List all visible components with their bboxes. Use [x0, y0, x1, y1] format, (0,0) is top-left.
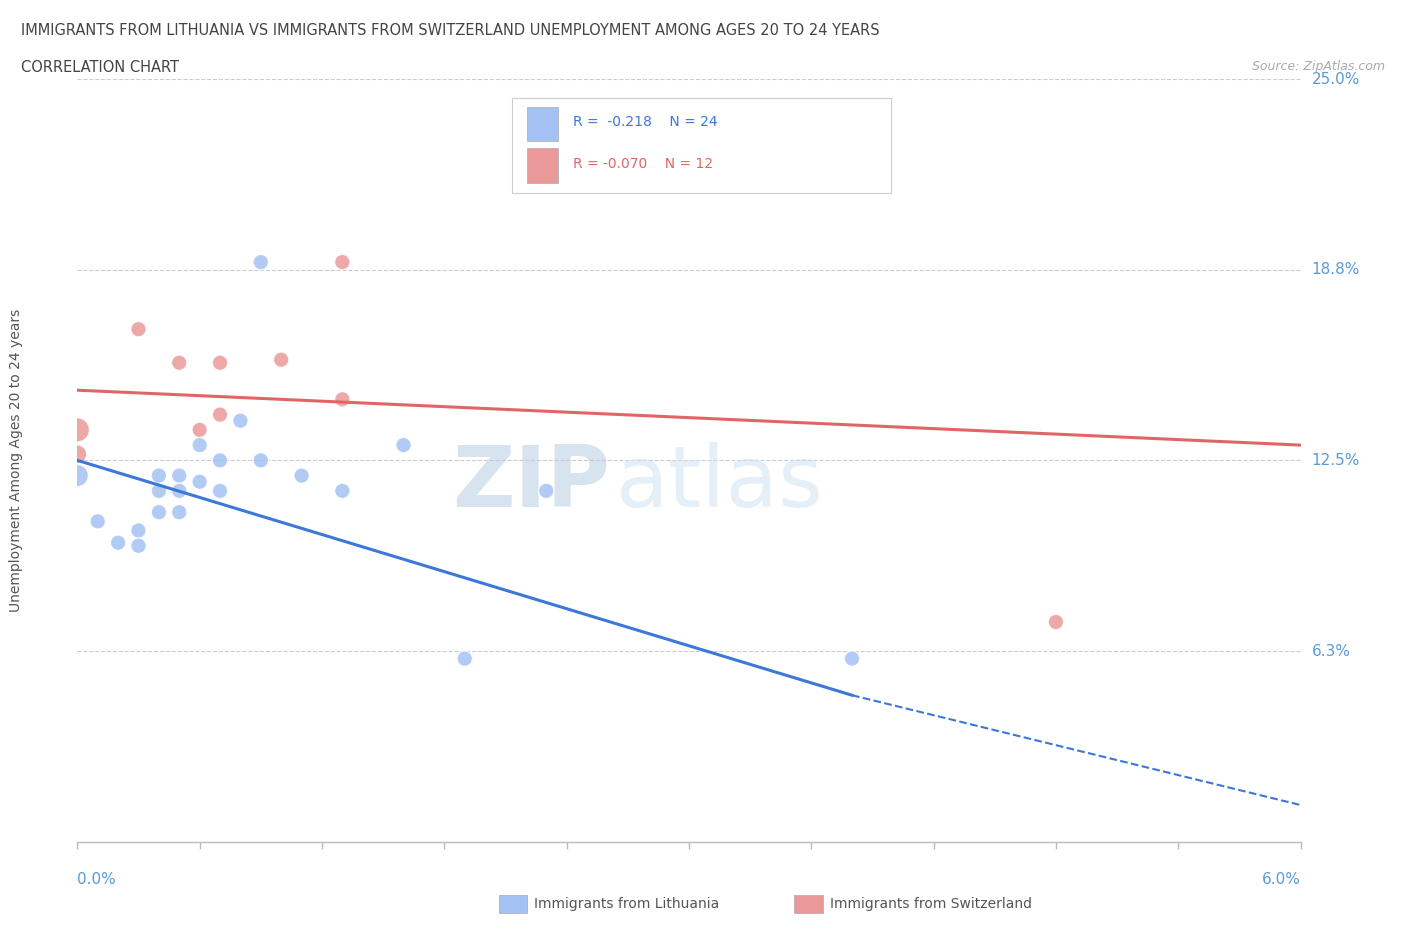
Point	[291, 468, 314, 483]
Point	[1045, 615, 1067, 630]
Point	[188, 438, 211, 453]
Point	[148, 484, 170, 498]
Text: IMMIGRANTS FROM LITHUANIA VS IMMIGRANTS FROM SWITZERLAND UNEMPLOYMENT AMONG AGES: IMMIGRANTS FROM LITHUANIA VS IMMIGRANTS …	[21, 23, 880, 38]
Point	[229, 413, 252, 428]
Point	[128, 538, 150, 553]
Text: Immigrants from Switzerland: Immigrants from Switzerland	[830, 897, 1032, 911]
Point	[107, 536, 129, 551]
FancyBboxPatch shape	[527, 148, 558, 182]
Point	[270, 352, 292, 367]
Point	[332, 484, 354, 498]
Point	[250, 255, 273, 270]
Point	[148, 468, 170, 483]
Point	[128, 322, 150, 337]
Text: 6.0%: 6.0%	[1261, 872, 1301, 887]
Text: 18.8%: 18.8%	[1312, 262, 1360, 277]
FancyBboxPatch shape	[512, 99, 891, 193]
Point	[209, 453, 232, 468]
Point	[536, 484, 558, 498]
Point	[66, 446, 89, 461]
Point	[128, 523, 150, 538]
Point	[148, 505, 170, 520]
Point	[188, 422, 211, 437]
Point	[169, 355, 191, 370]
Text: Unemployment Among Ages 20 to 24 years: Unemployment Among Ages 20 to 24 years	[10, 309, 22, 612]
Text: atlas: atlas	[616, 442, 824, 525]
FancyBboxPatch shape	[527, 107, 558, 141]
Text: ZIP: ZIP	[451, 442, 609, 525]
Text: CORRELATION CHART: CORRELATION CHART	[21, 60, 179, 75]
Point	[209, 407, 232, 422]
Text: Source: ZipAtlas.com: Source: ZipAtlas.com	[1251, 60, 1385, 73]
Point	[392, 438, 415, 453]
Point	[87, 514, 110, 529]
Point	[332, 392, 354, 406]
Text: R = -0.070    N = 12: R = -0.070 N = 12	[572, 157, 713, 171]
Text: Immigrants from Lithuania: Immigrants from Lithuania	[534, 897, 720, 911]
Text: 6.3%: 6.3%	[1312, 644, 1351, 658]
Point	[841, 651, 863, 666]
Point	[515, 139, 537, 153]
Point	[332, 255, 354, 270]
Text: R =  -0.218    N = 24: R = -0.218 N = 24	[572, 115, 717, 129]
Point	[66, 422, 89, 437]
Text: 25.0%: 25.0%	[1312, 72, 1360, 86]
Point	[209, 355, 232, 370]
Text: 0.0%: 0.0%	[77, 872, 117, 887]
Point	[209, 484, 232, 498]
Point	[454, 651, 477, 666]
Text: 12.5%: 12.5%	[1312, 453, 1360, 468]
Point	[188, 474, 211, 489]
Point	[250, 453, 273, 468]
Point	[169, 505, 191, 520]
Point	[66, 468, 89, 483]
Point	[169, 468, 191, 483]
Point	[169, 484, 191, 498]
